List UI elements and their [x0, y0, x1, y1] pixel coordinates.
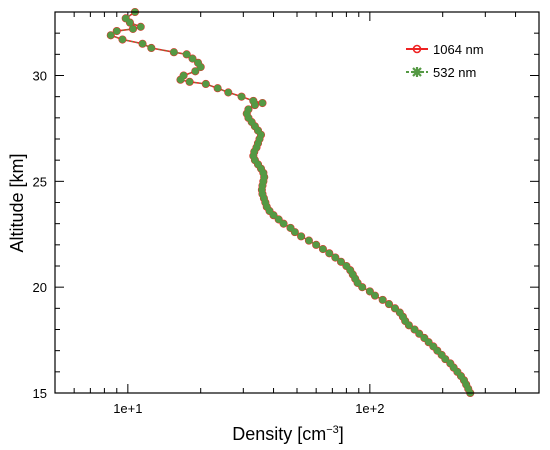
- data-point-532nm: [224, 88, 232, 97]
- data-point-532nm: [391, 304, 399, 312]
- data-point-532nm: [237, 93, 246, 101]
- series-532nm: [107, 8, 474, 397]
- y-tick-label: 30: [33, 69, 47, 84]
- y-tick-label: 25: [33, 174, 47, 189]
- legend-entry-532nm: 532 nm: [406, 65, 476, 80]
- data-point-532nm: [107, 31, 115, 39]
- y-tick-label: 15: [33, 386, 47, 401]
- data-point-532nm: [188, 54, 197, 63]
- data-point-532nm: [425, 338, 433, 346]
- legend: 1064 nm 532 nm: [406, 42, 484, 80]
- data-point-532nm: [249, 97, 257, 105]
- data-point-532nm: [410, 325, 419, 334]
- x-tick-label: 1e+2: [355, 401, 384, 416]
- tick-labels: 1e+1 1e+2 15 20 25 30: [33, 69, 385, 417]
- y-axis-title: Altitude [km]: [7, 153, 27, 252]
- data-point-532nm: [366, 287, 374, 295]
- data-point-532nm: [147, 44, 155, 52]
- data-point-532nm: [244, 105, 253, 113]
- data-point-532nm: [415, 330, 423, 338]
- axis-ticks: [54, 11, 540, 394]
- data-point-532nm: [420, 334, 428, 342]
- data-point-532nm: [342, 262, 350, 270]
- data-point-532nm: [126, 18, 134, 27]
- data-point-532nm: [325, 249, 333, 257]
- data-point-532nm: [358, 283, 366, 291]
- data-point-532nm: [118, 35, 127, 44]
- x-tick-label: 1e+1: [113, 401, 142, 416]
- data-point-532nm: [180, 71, 188, 80]
- data-point-532nm: [113, 27, 121, 35]
- data-point-532nm: [170, 48, 178, 56]
- data-point-532nm: [312, 241, 320, 249]
- plot-frame: [54, 11, 540, 394]
- data-point-532nm: [438, 351, 446, 359]
- data-point-532nm: [305, 237, 313, 245]
- data-point-532nm: [258, 99, 267, 107]
- data-point-532nm: [297, 232, 305, 240]
- data-point-532nm: [129, 25, 137, 33]
- data-point-532nm: [202, 80, 210, 88]
- x-axis-title: Density [cm−3]: [232, 424, 344, 444]
- data-point-532nm: [138, 40, 147, 48]
- data-point-532nm: [279, 220, 288, 228]
- data-point-532nm: [331, 253, 339, 262]
- data-point-532nm: [291, 228, 299, 236]
- data-point-532nm: [214, 84, 222, 92]
- legend-entry-1064nm: 1064 nm: [406, 42, 484, 57]
- data-point-532nm: [379, 296, 387, 304]
- legend-label-532nm: 532 nm: [433, 65, 476, 80]
- data-point-532nm: [446, 359, 454, 367]
- data-point-532nm: [385, 300, 393, 308]
- y-tick-label: 20: [33, 280, 47, 295]
- data-point-532nm: [396, 308, 404, 317]
- data-point-532nm: [186, 78, 194, 86]
- data-point-532nm: [275, 215, 283, 224]
- legend-marker-1064nm: [412, 44, 422, 54]
- legend-label-1064nm: 1064 nm: [433, 42, 484, 57]
- data-point-532nm: [286, 224, 295, 232]
- data-point-532nm: [183, 50, 191, 58]
- legend-marker-532nm: [412, 67, 422, 77]
- data-point-532nm: [191, 67, 199, 75]
- data-point-532nm: [371, 292, 379, 300]
- data-point-532nm: [122, 14, 130, 22]
- data-point-532nm: [337, 258, 345, 266]
- data-point-532nm: [194, 59, 202, 67]
- data-point-532nm: [137, 23, 145, 31]
- data-point-532nm: [429, 342, 437, 351]
- data-point-532nm: [319, 245, 327, 253]
